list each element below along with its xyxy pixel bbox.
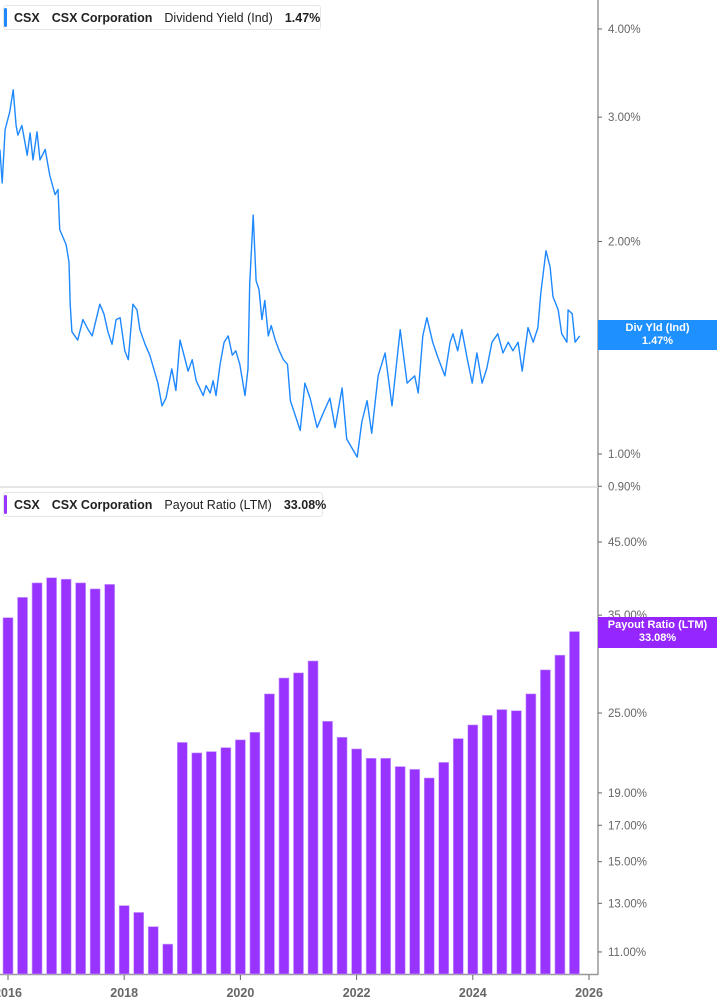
x-tick-label: 2024 (459, 986, 487, 1000)
payout-bar (438, 762, 450, 975)
payout-bar (46, 577, 57, 975)
payout-bar (264, 693, 275, 975)
y-tick-label: 11.00% (608, 947, 646, 959)
payout-bar (177, 742, 188, 975)
flag-label: Payout Ratio (LTM) (607, 619, 708, 631)
y-tick-label: 25.00% (608, 708, 647, 720)
payout-bar (249, 731, 261, 975)
x-tick-label: 2018 (110, 986, 138, 1000)
y-tick-label: 1.00% (608, 449, 641, 461)
y-tick-label: 13.00% (608, 898, 647, 910)
legend-metric: Payout Ratio (LTM) (164, 497, 272, 512)
payout-bar (482, 715, 493, 975)
payout-bar (147, 926, 159, 975)
payout-bar (2, 617, 14, 975)
payout-bar (162, 943, 174, 975)
payout-bar (118, 905, 130, 975)
last-value-flag-payout: Payout Ratio (LTM) 33.08% (598, 617, 717, 648)
payout-bar (554, 654, 566, 975)
legend-company: CSX Corporation (51, 10, 153, 25)
payout-bar (89, 588, 101, 975)
payout-bar (351, 748, 362, 975)
top-legend: CSX CSX Corporation Dividend Yield (Ind)… (3, 5, 321, 30)
x-tick-label: 2026 (575, 986, 603, 1000)
y-tick-label: 45.00% (608, 537, 647, 549)
x-tick-label: 2022 (343, 986, 371, 1000)
series-color-swatch (4, 8, 7, 27)
legend-value: 33.08% (283, 497, 327, 512)
dividend-yield-line (0, 89, 581, 458)
payout-bar (307, 660, 319, 975)
payout-bar (278, 677, 290, 975)
legend-company: CSX Corporation (51, 497, 153, 512)
y-tick-label: 0.90% (608, 481, 641, 493)
legend-ticker: CSX (14, 497, 40, 512)
payout-bar (467, 724, 479, 975)
payout-bar (60, 578, 72, 975)
payout-bar (423, 777, 435, 975)
payout-bar (75, 582, 86, 975)
payout-bar (235, 739, 246, 975)
flag-value: 1.47% (641, 335, 674, 347)
payout-bar (31, 582, 43, 975)
x-tick-label: 2020 (226, 986, 254, 1000)
legend-metric: Dividend Yield (Ind) (164, 10, 273, 25)
legend-ticker: CSX (14, 10, 40, 25)
flag-value: 33.08% (638, 632, 677, 644)
payout-bar (17, 597, 28, 975)
y-tick-label: 19.00% (608, 788, 647, 800)
payout-bar (569, 631, 580, 975)
payout-bar (409, 769, 421, 975)
bottom-legend: CSX CSX Corporation Payout Ratio (LTM) 3… (3, 492, 327, 517)
payout-bar (322, 721, 333, 975)
series-color-swatch (4, 495, 7, 514)
payout-bar (191, 752, 203, 975)
x-tick-label: 2016 (0, 986, 22, 1000)
payout-bar (452, 738, 464, 975)
payout-bar (365, 757, 377, 975)
y-tick-label: 3.00% (608, 112, 641, 124)
payout-bar (525, 693, 537, 975)
y-tick-label: 2.00% (608, 236, 641, 248)
payout-bar (293, 672, 304, 975)
last-value-flag-yield: Div Yld (Ind) 1.47% (598, 320, 717, 350)
flag-label: Div Yld (Ind) (625, 322, 690, 334)
payout-bar (540, 669, 551, 975)
payout-bar (206, 751, 217, 975)
payout-bar (496, 709, 508, 975)
payout-bar (220, 747, 232, 975)
payout-bar (511, 710, 522, 975)
y-tick-label: 15.00% (608, 857, 647, 869)
payout-bar (380, 757, 391, 975)
payout-bar (394, 766, 406, 975)
y-tick-label: 17.00% (608, 820, 647, 832)
payout-bar (104, 584, 115, 975)
legend-value: 1.47% (284, 10, 321, 25)
payout-bar (133, 912, 145, 975)
y-tick-label: 4.00% (608, 24, 641, 36)
payout-bar (336, 737, 348, 975)
